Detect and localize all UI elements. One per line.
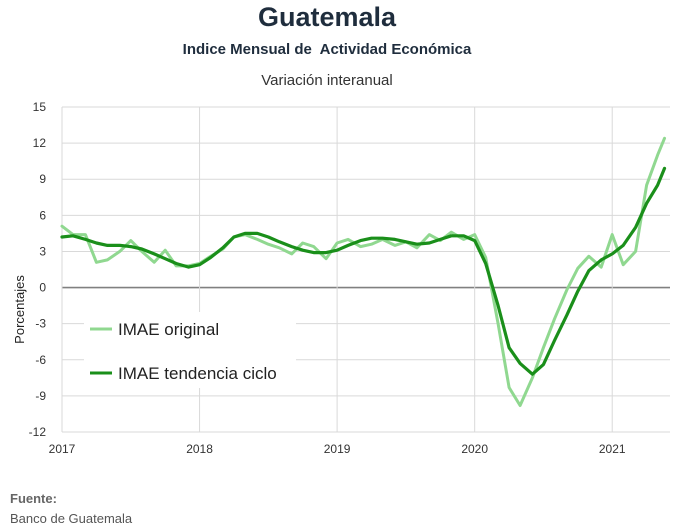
chart-title: Guatemala [257, 2, 397, 32]
legend-box [84, 312, 296, 388]
source-value: Banco de Guatemala [10, 511, 133, 526]
y-axis-label: Porcentajes [12, 275, 27, 344]
series-line-imae-original [60, 136, 666, 407]
y-tick-label: 3 [39, 244, 46, 258]
y-tick-label: 15 [33, 100, 47, 114]
x-tick-label: 2017 [49, 442, 76, 456]
y-tick-label: 6 [39, 208, 46, 222]
x-tick-label: 2019 [324, 442, 351, 456]
y-tick-label: -9 [35, 389, 46, 403]
series-line-imae-tendencia-ciclo [60, 166, 667, 376]
x-tick-label: 2018 [186, 442, 213, 456]
chart-subtitle-secondary: Variación interanual [261, 72, 393, 89]
legend-label: IMAE original [118, 320, 219, 339]
source-label: Fuente: [10, 491, 57, 506]
y-tick-label: -6 [35, 353, 46, 367]
y-tick-label: 0 [39, 281, 46, 295]
chart-subtitle: Indice Mensual de Actividad Económica [182, 41, 472, 58]
y-tick-label: -12 [29, 425, 47, 439]
x-tick-label: 2021 [599, 442, 626, 456]
legend-label: IMAE tendencia ciclo [118, 364, 277, 383]
x-tick-label: 2020 [461, 442, 488, 456]
y-tick-label: -3 [35, 317, 46, 331]
y-tick-label: 12 [33, 136, 47, 150]
y-tick-label: 9 [39, 172, 46, 186]
